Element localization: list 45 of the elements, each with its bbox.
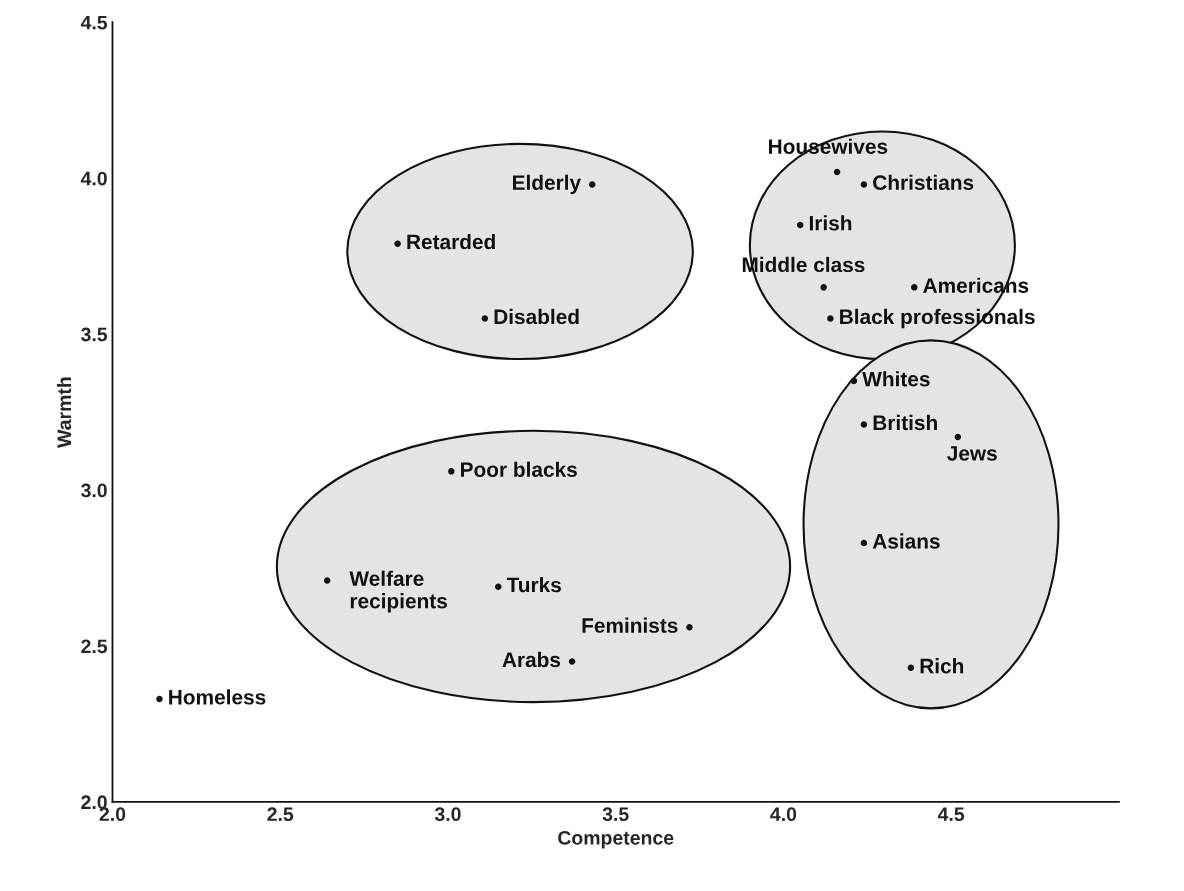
point xyxy=(820,284,827,291)
x-axis-title: Competence xyxy=(558,830,674,849)
x-tick-label: 4.5 xyxy=(937,807,965,822)
y-axis-title: Warmth xyxy=(56,377,72,448)
point xyxy=(796,221,804,229)
point xyxy=(827,315,834,322)
y-tick-label: 4.5 xyxy=(80,15,108,30)
annotation: Disabled xyxy=(494,308,579,325)
y-tick-label: 2.5 xyxy=(81,639,108,654)
y-tick-label: 3.5 xyxy=(81,327,108,342)
y-tick-label: 3.0 xyxy=(81,483,107,498)
point xyxy=(686,624,693,631)
y-tick-label: 4.0 xyxy=(80,171,107,186)
x-tick-label: 3.5 xyxy=(602,807,629,822)
point xyxy=(323,577,331,584)
annotation: Homeless xyxy=(169,689,266,705)
annotation: Turks xyxy=(506,577,561,593)
x-tick-label: 4.0 xyxy=(770,807,797,822)
x-tick-label: 2.5 xyxy=(267,807,294,822)
annotation: Christians xyxy=(873,174,974,191)
point xyxy=(907,664,915,672)
annotation: Jews xyxy=(947,446,997,461)
point xyxy=(568,658,576,665)
annotation: Feminists xyxy=(582,617,678,633)
point xyxy=(860,181,868,188)
point xyxy=(156,695,163,703)
annotation: Elderly xyxy=(513,174,581,195)
annotation: British xyxy=(873,414,937,431)
annotation: Poor blacks xyxy=(461,461,577,477)
annotation: Arabs xyxy=(502,651,561,668)
annotation: Whites xyxy=(862,371,930,387)
x-tick-label: 3.0 xyxy=(434,807,461,822)
point xyxy=(448,468,455,475)
point xyxy=(850,377,858,385)
point xyxy=(495,583,502,590)
point xyxy=(860,421,868,428)
point xyxy=(954,433,962,441)
annotation: Rich xyxy=(920,658,964,674)
point xyxy=(910,284,918,291)
annotation: Welfare recipients xyxy=(349,570,447,613)
annotation: Asians xyxy=(872,533,940,549)
annotation: Retarded xyxy=(407,233,495,250)
point xyxy=(860,539,868,547)
point xyxy=(833,168,841,176)
annotation: Irish xyxy=(809,215,852,231)
